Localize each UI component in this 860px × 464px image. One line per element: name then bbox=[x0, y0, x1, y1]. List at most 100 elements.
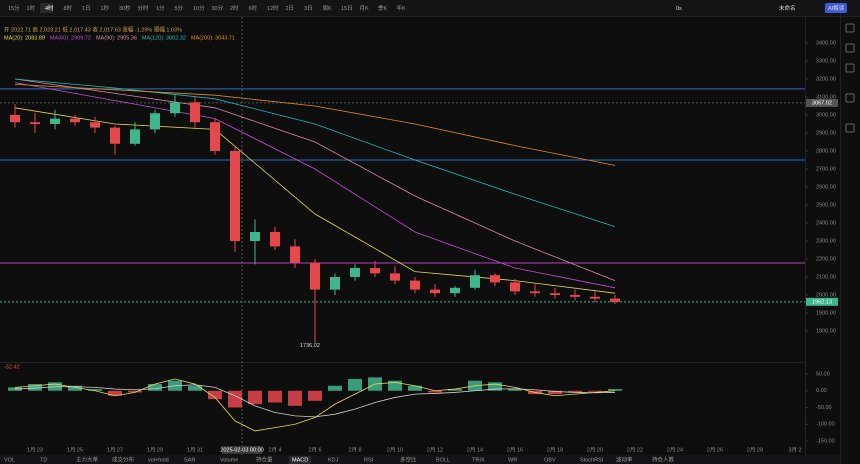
indicator-tab[interactable]: MACD bbox=[292, 457, 308, 463]
y-tick-label: 2200.00 bbox=[816, 256, 836, 262]
indicator-tab[interactable]: 波动率 bbox=[616, 455, 633, 463]
interval-tab[interactable]: 6时 bbox=[249, 4, 258, 12]
indicator-tab[interactable]: 多空比 bbox=[400, 455, 417, 463]
y-tick-label: 1800.00 bbox=[816, 328, 836, 334]
ma-legend: MA(120): 3002.32 bbox=[142, 35, 186, 41]
interval-tab[interactable]: 8时 bbox=[64, 4, 73, 12]
candle-body bbox=[330, 277, 340, 290]
crosshair-label: 2025-02-03 00:00 bbox=[220, 447, 263, 453]
interval-tab[interactable]: 30分 bbox=[212, 4, 224, 12]
indicator-tab[interactable]: StochRSI bbox=[580, 457, 604, 463]
interval-tab[interactable]: 4时 bbox=[45, 4, 54, 12]
toolbar-item[interactable]: 未命名 bbox=[779, 4, 796, 12]
indicator-tab[interactable]: vol+hold bbox=[148, 457, 169, 463]
macd-line bbox=[14, 378, 616, 432]
interval-tab[interactable]: 2时 bbox=[230, 4, 239, 12]
macd-bar bbox=[288, 390, 302, 406]
indicator-tab[interactable]: BOLL bbox=[436, 457, 450, 463]
interval-tab[interactable]: 30秒 bbox=[119, 4, 131, 12]
interval-tab[interactable]: 1秒 bbox=[101, 4, 110, 12]
interval-tab[interactable]: 3日 bbox=[304, 5, 313, 12]
x-tick-label: 2月 14 bbox=[467, 446, 483, 453]
macd-bar bbox=[28, 384, 42, 391]
ai-button[interactable] bbox=[825, 3, 847, 13]
x-tick-label: 2月 28 bbox=[747, 446, 763, 453]
price-tag bbox=[806, 297, 838, 306]
macd-bar bbox=[588, 390, 602, 392]
indicator-tab[interactable]: KDJ bbox=[328, 457, 339, 463]
y-tick-label: 3400.00 bbox=[816, 40, 836, 46]
indicator-tab[interactable]: RSI bbox=[364, 457, 374, 463]
indicator-tab[interactable]: 持仓人数 bbox=[652, 455, 675, 463]
indicator-tab[interactable]: 持仓量 bbox=[256, 455, 273, 463]
candle-body bbox=[450, 287, 460, 294]
ma-legend: MA(90): 2905.36 bbox=[96, 35, 137, 41]
interval-tab[interactable]: 1分 bbox=[156, 4, 165, 12]
macd-bar bbox=[148, 384, 162, 391]
toolbar-item[interactable]: 0s bbox=[676, 6, 682, 12]
candle-body bbox=[70, 118, 80, 123]
active-tab bbox=[40, 3, 53, 13]
interval-tab[interactable]: 1日 bbox=[82, 5, 91, 12]
x-tick-label: 2月 18 bbox=[547, 446, 563, 453]
x-tick-label: 2月 12 bbox=[427, 446, 443, 453]
macd-value: -52.42 bbox=[4, 364, 20, 370]
interval-tab[interactable]: 12时 bbox=[267, 4, 279, 12]
candle-body bbox=[350, 268, 360, 277]
indicator-tab[interactable]: WR bbox=[508, 457, 517, 463]
macd-bar bbox=[328, 385, 342, 391]
indicator-tab[interactable]: SAR bbox=[184, 457, 195, 463]
interval-tab[interactable]: 1时 bbox=[27, 4, 36, 12]
indicator-tab[interactable]: TD bbox=[40, 457, 47, 463]
interval-tab[interactable]: 15分 bbox=[8, 4, 20, 12]
x-tick-label: 2月 8 bbox=[348, 446, 361, 453]
ma-line bbox=[14, 84, 616, 166]
icon[interactable] bbox=[845, 63, 855, 73]
interval-tab[interactable]: 分时 bbox=[138, 4, 150, 12]
price-label: 3067.02 bbox=[812, 100, 832, 106]
macd-bar bbox=[128, 390, 142, 393]
indicator-tab[interactable]: 成交分布 bbox=[112, 455, 135, 463]
interval-tab[interactable]: 季K bbox=[378, 4, 388, 12]
indicator-tab[interactable]: VOL bbox=[4, 457, 15, 463]
macd-bar bbox=[568, 390, 582, 393]
ohlc-legend: 开 2022.71 高 2,023.21 低 2,017.43 收 2,017.… bbox=[4, 25, 182, 33]
indicator-tab[interactable]: TRIX bbox=[472, 457, 485, 463]
y-tick-label: 2500.00 bbox=[816, 202, 836, 208]
candle-body bbox=[570, 295, 580, 297]
toolbar-item[interactable]: AI解读 bbox=[828, 4, 845, 12]
macd-bar bbox=[308, 390, 322, 401]
interval-tab[interactable]: 2日 bbox=[286, 5, 295, 12]
y-tick-label: 2800.00 bbox=[816, 148, 836, 154]
interval-tab[interactable]: 10分 bbox=[193, 4, 205, 12]
candle-body bbox=[130, 129, 140, 144]
interval-tab[interactable]: 月K bbox=[360, 5, 370, 12]
candle-body bbox=[290, 246, 300, 263]
indicator-tab[interactable]: 主力大单 bbox=[76, 455, 99, 463]
interval-tab[interactable]: 周K bbox=[323, 5, 333, 12]
icon[interactable] bbox=[845, 123, 855, 133]
y-tick-label: 2600.00 bbox=[816, 184, 836, 190]
icon[interactable] bbox=[845, 93, 855, 103]
ma-legend: MA(60): 2909.72 bbox=[50, 35, 91, 41]
interval-tab[interactable]: 年K bbox=[397, 4, 407, 12]
icon[interactable] bbox=[845, 43, 855, 53]
indicator-tab[interactable]: OBV bbox=[544, 457, 556, 463]
y-tick-label: -150.00 bbox=[816, 438, 835, 444]
icon[interactable] bbox=[845, 23, 855, 33]
interval-tab[interactable]: 5分 bbox=[175, 4, 184, 12]
macd-bar bbox=[608, 389, 622, 391]
interval-tab[interactable]: 15日 bbox=[341, 5, 353, 12]
candle-body bbox=[390, 273, 400, 281]
macd-bar bbox=[408, 385, 422, 391]
macd-bar bbox=[268, 390, 282, 403]
macd-bar bbox=[68, 385, 82, 391]
indicator-tab[interactable]: Volume bbox=[220, 457, 238, 463]
y-tick-label: 2900.00 bbox=[816, 130, 836, 136]
candle-body bbox=[610, 298, 620, 302]
candle-body bbox=[210, 122, 220, 151]
macd-bar bbox=[388, 380, 402, 391]
x-tick-label: 2月 10 bbox=[387, 446, 403, 453]
